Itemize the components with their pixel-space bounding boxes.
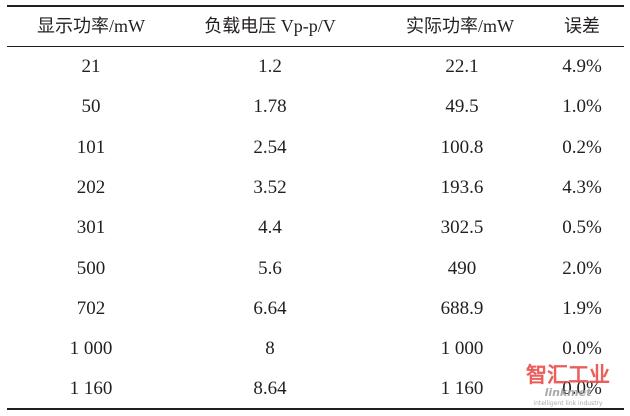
table-bottom-rule (7, 408, 624, 410)
cell-actual-power: 490 (447, 257, 477, 279)
cell-error: 0.0% (562, 338, 602, 360)
logo-tagline: intelligent link industry (533, 400, 603, 407)
table-top-rule (7, 5, 624, 7)
cell-displayed-power: 50 (81, 96, 101, 118)
cell-actual-power: 688.9 (440, 297, 484, 319)
cell-displayed-power: 202 (76, 176, 106, 198)
cell-load-voltage: 3.52 (253, 176, 287, 198)
cell-actual-power: 49.5 (445, 96, 479, 118)
cell-error: 0.2% (562, 136, 602, 158)
cell-displayed-power: 1 160 (69, 378, 113, 400)
header-actual-power: 实际功率/mW (406, 16, 514, 36)
cell-load-voltage: 4.4 (258, 217, 282, 239)
cell-error: 0.0% (562, 378, 602, 400)
cell-displayed-power: 301 (76, 217, 106, 239)
table-header-rule (7, 46, 624, 47)
cell-error: 4.3% (562, 176, 602, 198)
cell-error: 1.0% (562, 96, 602, 118)
cell-error: 1.9% (562, 297, 602, 319)
header-error: 误差 (564, 16, 600, 36)
cell-displayed-power: 21 (81, 56, 101, 77)
cell-actual-power: 22.1 (445, 56, 479, 77)
header-displayed-power: 显示功率/mW (37, 16, 145, 36)
cell-load-voltage: 2.54 (253, 136, 287, 158)
cell-error: 2.0% (562, 257, 602, 279)
cell-displayed-power: 1 000 (69, 338, 113, 360)
cell-actual-power: 193.6 (440, 176, 484, 198)
cell-actual-power: 1 000 (440, 338, 484, 360)
cell-load-voltage: 8.64 (253, 378, 287, 400)
cell-error: 4.9% (562, 56, 602, 77)
cell-actual-power: 1 160 (440, 378, 484, 400)
cell-displayed-power: 101 (76, 136, 106, 158)
cell-load-voltage: 8 (265, 338, 275, 360)
cell-load-voltage: 1.2 (258, 56, 282, 77)
cell-displayed-power: 702 (76, 297, 106, 319)
cell-actual-power: 302.5 (440, 217, 484, 239)
cell-error: 0.5% (562, 217, 602, 239)
cell-load-voltage: 6.64 (253, 297, 287, 319)
cell-displayed-power: 500 (76, 257, 106, 279)
cell-load-voltage: 5.6 (258, 257, 282, 279)
header-load-voltage: 负载电压 Vp-p/V (204, 16, 336, 36)
cell-load-voltage: 1.78 (253, 96, 287, 118)
cell-actual-power: 100.8 (440, 136, 484, 158)
